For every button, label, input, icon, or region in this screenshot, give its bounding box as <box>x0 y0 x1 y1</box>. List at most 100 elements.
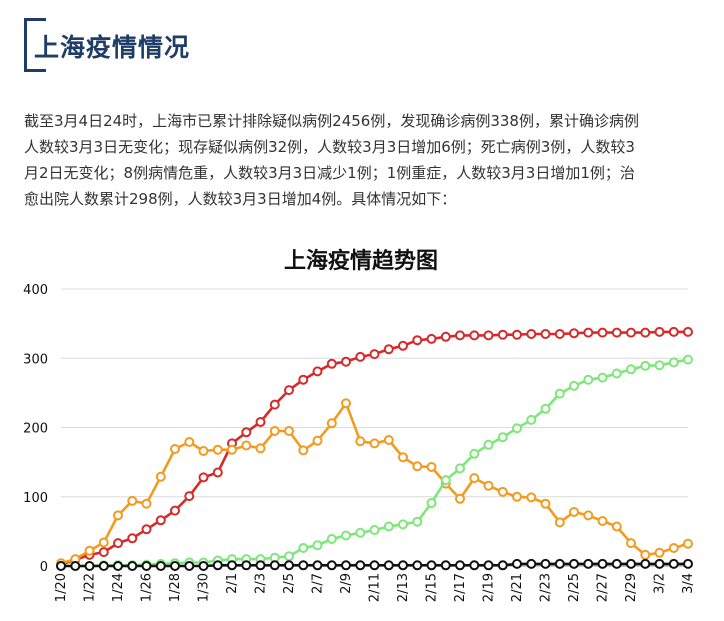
header-bracket <box>24 18 27 72</box>
data-point <box>141 498 152 509</box>
y-tick-label: 0 <box>40 560 48 575</box>
data-point <box>654 547 665 558</box>
data-point <box>426 498 437 508</box>
data-point <box>526 414 537 425</box>
data-point <box>469 448 480 459</box>
data-point <box>569 380 579 391</box>
data-point <box>127 495 138 506</box>
header-bracket <box>24 69 46 72</box>
data-point <box>312 366 323 377</box>
data-point <box>341 530 351 541</box>
data-point <box>113 561 123 571</box>
data-point <box>184 561 195 571</box>
data-point <box>640 558 651 569</box>
data-point <box>569 507 579 517</box>
data-point <box>526 558 537 569</box>
data-point <box>369 349 380 360</box>
x-tick-label: 2/19 <box>482 573 497 602</box>
data-point <box>497 560 508 571</box>
data-point <box>84 561 95 571</box>
data-point <box>569 558 579 569</box>
x-tick-label: 1/26 <box>140 573 155 602</box>
data-point <box>412 516 423 527</box>
paragraph-line: 截至3月4日24时，上海市已累计排除疑似病例2456例，发现确诊病例338例，累… <box>24 112 639 130</box>
x-tick-label: 2/17 <box>453 573 468 602</box>
data-point <box>611 558 622 569</box>
data-point <box>284 551 294 562</box>
data-point <box>241 440 252 451</box>
series-3 <box>56 558 693 571</box>
data-point <box>355 351 366 362</box>
data-point <box>483 439 494 450</box>
series-2 <box>56 354 693 571</box>
paragraph-line: 月2日无变化；8例病情危重，人数较3月3日减少1例；1例重症，人数较3月3日增加… <box>24 164 635 182</box>
data-point <box>497 329 508 340</box>
data-point <box>512 423 522 434</box>
paragraph-line: 人数较3月3日无变化；现存疑似病例32例，人数较3月3日增加6例；死亡病例3例，… <box>24 138 635 156</box>
data-point <box>640 327 651 338</box>
data-point <box>98 561 109 571</box>
x-tick-label: 1/20 <box>54 573 69 602</box>
data-point <box>98 537 109 548</box>
data-point <box>683 326 693 337</box>
series-line <box>61 358 689 568</box>
data-point <box>440 560 451 571</box>
data-point <box>298 374 309 385</box>
data-point <box>383 344 394 355</box>
data-point <box>184 437 195 447</box>
data-point <box>70 561 81 571</box>
data-point <box>426 560 437 571</box>
data-point <box>455 330 465 341</box>
data-point <box>540 558 551 569</box>
x-tick-label: 2/29 <box>624 573 639 602</box>
data-point <box>455 493 465 504</box>
data-point <box>369 525 380 535</box>
data-point <box>326 418 337 429</box>
x-tick-label: 2/27 <box>596 573 611 602</box>
x-tick-label: 2/3 <box>254 573 269 594</box>
y-tick-label: 300 <box>23 352 48 367</box>
y-tick-label: 400 <box>23 283 48 298</box>
y-tick-label: 200 <box>23 422 48 437</box>
x-tick-label: 2/1 <box>225 573 240 594</box>
data-point <box>284 385 294 396</box>
data-point <box>412 461 423 472</box>
data-point <box>440 475 451 486</box>
data-point <box>269 399 280 410</box>
data-point <box>227 444 237 455</box>
data-point <box>512 558 522 569</box>
data-point <box>668 558 679 569</box>
data-point <box>298 543 309 553</box>
section-title: 上海疫情情况 <box>34 33 191 62</box>
chart-title: 上海疫情趋势图 <box>284 248 438 274</box>
x-tick-label: 2/5 <box>282 573 297 594</box>
data-point <box>483 480 494 491</box>
data-point <box>583 558 594 569</box>
data-point <box>141 561 152 571</box>
data-point <box>326 358 337 369</box>
data-point <box>398 340 408 351</box>
data-point <box>241 427 252 438</box>
x-tick-label: 2/21 <box>510 573 525 602</box>
summary-paragraph: 截至3月4日24时，上海市已累计排除疑似病例2456例，发现确诊病例338例，累… <box>24 108 700 212</box>
data-point <box>98 547 109 558</box>
data-point <box>269 560 280 571</box>
data-point <box>526 329 537 339</box>
data-point <box>383 560 394 571</box>
data-point <box>654 326 665 337</box>
header-bracket <box>24 18 46 21</box>
data-point <box>583 327 594 338</box>
x-tick-label: 2/11 <box>368 573 383 602</box>
data-point <box>56 561 66 571</box>
data-point <box>84 545 95 556</box>
x-tick-label: 1/30 <box>197 573 212 602</box>
data-point <box>255 443 266 454</box>
data-point <box>341 398 351 409</box>
y-tick-labels: 0 100 200 300 400 <box>23 283 48 575</box>
data-point <box>512 491 522 502</box>
data-point <box>227 560 237 571</box>
x-tick-label: 2/15 <box>425 573 440 602</box>
data-point <box>683 558 693 569</box>
x-tick-label: 1/24 <box>111 573 126 602</box>
